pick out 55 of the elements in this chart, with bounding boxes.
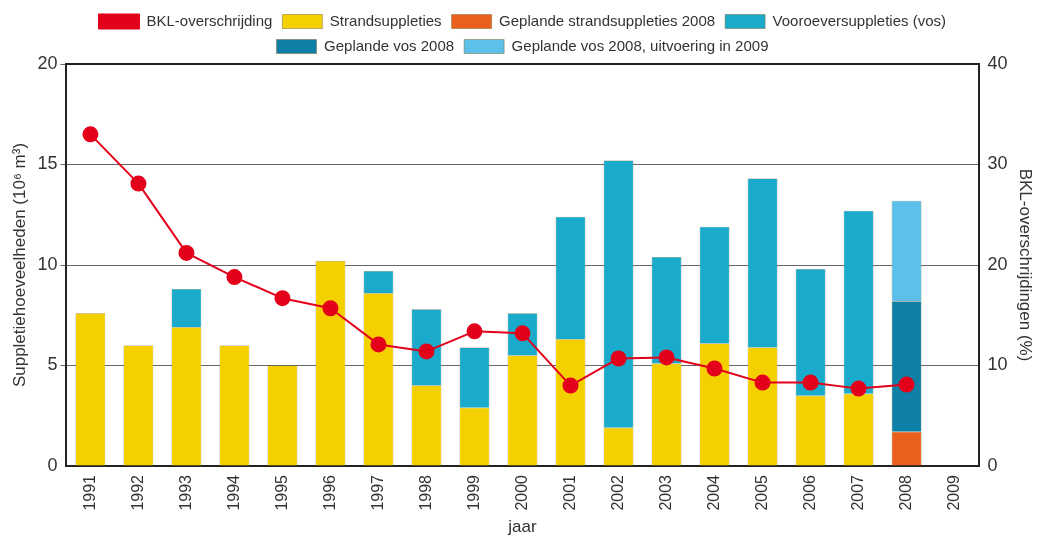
x-tick-label: 2002	[608, 474, 626, 511]
legend-label: Geplande strandsuppleties 2008	[499, 11, 716, 29]
x-tick-label: 1999	[464, 474, 482, 511]
point	[322, 300, 339, 317]
x-tick-label: 2000	[512, 474, 530, 511]
x-tick-label: 2005	[752, 474, 770, 511]
point	[226, 269, 243, 286]
x-tick-label: 1992	[128, 474, 146, 511]
point	[562, 377, 579, 394]
y2-tick-label: 10	[987, 354, 1008, 375]
y-tick-label: 20	[37, 52, 58, 73]
y-axis-title: Suppletiehoeveelheden (10⁶ m³)	[9, 142, 29, 388]
point	[610, 350, 627, 367]
x-tick-label: 2004	[704, 474, 722, 511]
point	[274, 290, 291, 307]
x-tick-label: 2007	[848, 474, 866, 511]
legend-label: BKL-overschrijding	[146, 11, 273, 29]
x-tick-label: 2006	[800, 474, 818, 511]
x-tick-label: 1997	[368, 474, 386, 511]
point	[370, 336, 387, 353]
y-tick-label: 0	[47, 454, 58, 475]
point	[898, 376, 915, 393]
y-tick-label: 15	[37, 153, 58, 174]
y2-tick-label: 0	[987, 454, 998, 475]
x-tick-label: 1998	[416, 474, 434, 511]
point	[418, 343, 435, 360]
y2-axis-title: BKL-overschrijdingen (%)	[1016, 168, 1036, 362]
x-axis-title: jaar	[507, 517, 538, 537]
legend-label: Geplande vos 2008, uitvoering in 2009	[511, 36, 769, 54]
point	[754, 374, 771, 391]
point	[850, 380, 867, 397]
x-tick-label: 2008	[896, 474, 914, 511]
point	[466, 323, 483, 340]
point	[706, 360, 723, 377]
legend-label: Vooroeversuppleties (vos)	[772, 11, 947, 29]
x-tick-label: 1994	[224, 474, 242, 511]
x-tick-label: 2001	[560, 474, 578, 511]
y2-tick-label: 20	[987, 253, 1008, 274]
x-tick-label: 2009	[944, 474, 962, 511]
x-tick-label: 1995	[272, 474, 290, 511]
x-tick-label: 1996	[320, 474, 338, 511]
y-tick-label: 10	[37, 253, 58, 274]
point	[178, 244, 195, 261]
point	[82, 126, 99, 143]
x-tick-label: 2003	[656, 474, 674, 511]
point	[658, 349, 675, 366]
y-tick-label: 5	[47, 354, 58, 375]
y2-tick-label: 30	[987, 153, 1008, 174]
y2-tick-label: 40	[987, 52, 1008, 73]
point	[802, 374, 819, 391]
point	[130, 175, 147, 192]
legend-label: Strandsuppleties	[329, 11, 442, 29]
x-tick-label: 1991	[80, 474, 98, 511]
x-tick-label: 1993	[176, 474, 194, 511]
legend-label: Geplande vos 2008	[324, 36, 455, 54]
